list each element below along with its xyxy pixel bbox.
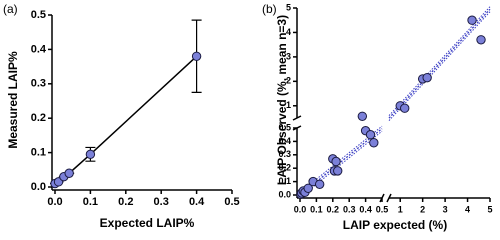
x-tick-label: 0.1	[310, 204, 323, 214]
y-tick-label: 4	[286, 27, 291, 37]
x-tick-label: 0.0	[47, 196, 62, 208]
x-tick-label: 0.3	[343, 204, 356, 214]
y-tick-label: 0.2	[31, 112, 46, 124]
x-tick-label: 4	[465, 204, 470, 214]
x-tick-label: 0.4	[189, 196, 205, 208]
x-tick-label: 0.5	[376, 204, 389, 214]
data-point	[467, 15, 477, 25]
data-point	[331, 156, 341, 167]
x-tick-label: 0.3	[154, 196, 169, 208]
fit-line	[388, 8, 491, 119]
fit-line	[54, 55, 198, 185]
data-point	[85, 149, 96, 160]
x-tick-label: 0.2	[118, 196, 133, 208]
data-point	[303, 183, 313, 194]
data-point	[369, 138, 379, 148]
x-tick-label: 0.4	[359, 204, 372, 214]
y-tick-label: 0.5	[278, 122, 291, 132]
data-point	[400, 103, 410, 113]
x-tick-label: 0.5	[224, 196, 239, 208]
x-tick-label: 1	[398, 204, 403, 214]
x-axis-label: Expected LAIP%	[100, 216, 195, 230]
x-break	[386, 193, 392, 203]
data-point	[357, 111, 368, 121]
x-axis-label: LAIP expected (%)	[343, 218, 447, 232]
y-tick-label: 0.5	[31, 9, 46, 21]
y-tick-label: 3	[286, 51, 291, 61]
y-tick-label: 0.1	[31, 147, 46, 159]
y-tick-label: 0.3	[31, 78, 46, 90]
y-tick-label: 0.4	[31, 43, 47, 55]
x-tick-label: 2	[420, 204, 425, 214]
x-tick-label: 5	[487, 204, 492, 214]
y-tick-label: 0.0	[278, 189, 291, 199]
data-point	[333, 166, 343, 176]
data-point	[64, 168, 74, 178]
y-axis-label: LAIP Observed (%, mean n=3)	[275, 15, 289, 185]
data-point	[191, 51, 202, 61]
y-tick-label: 0.0	[31, 181, 46, 193]
y-tick-label: 5	[286, 2, 291, 12]
y-tick-label: 0.2	[278, 163, 291, 173]
confidence-band	[299, 130, 383, 198]
y-tick-label: 1	[286, 100, 291, 110]
y-tick-label: 0.1	[278, 176, 291, 186]
panel-label: (b)	[262, 2, 277, 16]
data-point	[314, 179, 325, 189]
confidence-band	[388, 11, 491, 121]
x-tick-label: 3	[443, 204, 448, 214]
x-tick-label: 0.0	[294, 204, 307, 214]
data-point	[476, 35, 486, 45]
y-tick-label: 0.3	[278, 149, 291, 159]
x-tick-label: 0.2	[327, 204, 340, 214]
y-axis-label: Measured LAIP%	[6, 51, 20, 149]
y-tick-label: 2	[286, 76, 291, 86]
data-point	[422, 72, 432, 83]
y-break	[292, 115, 302, 121]
data-point	[365, 130, 376, 140]
panel-label: (a)	[3, 2, 18, 16]
x-tick-label: 0.1	[83, 196, 98, 208]
confidence-band	[388, 6, 491, 116]
y-tick-label: 0.4	[278, 136, 291, 146]
